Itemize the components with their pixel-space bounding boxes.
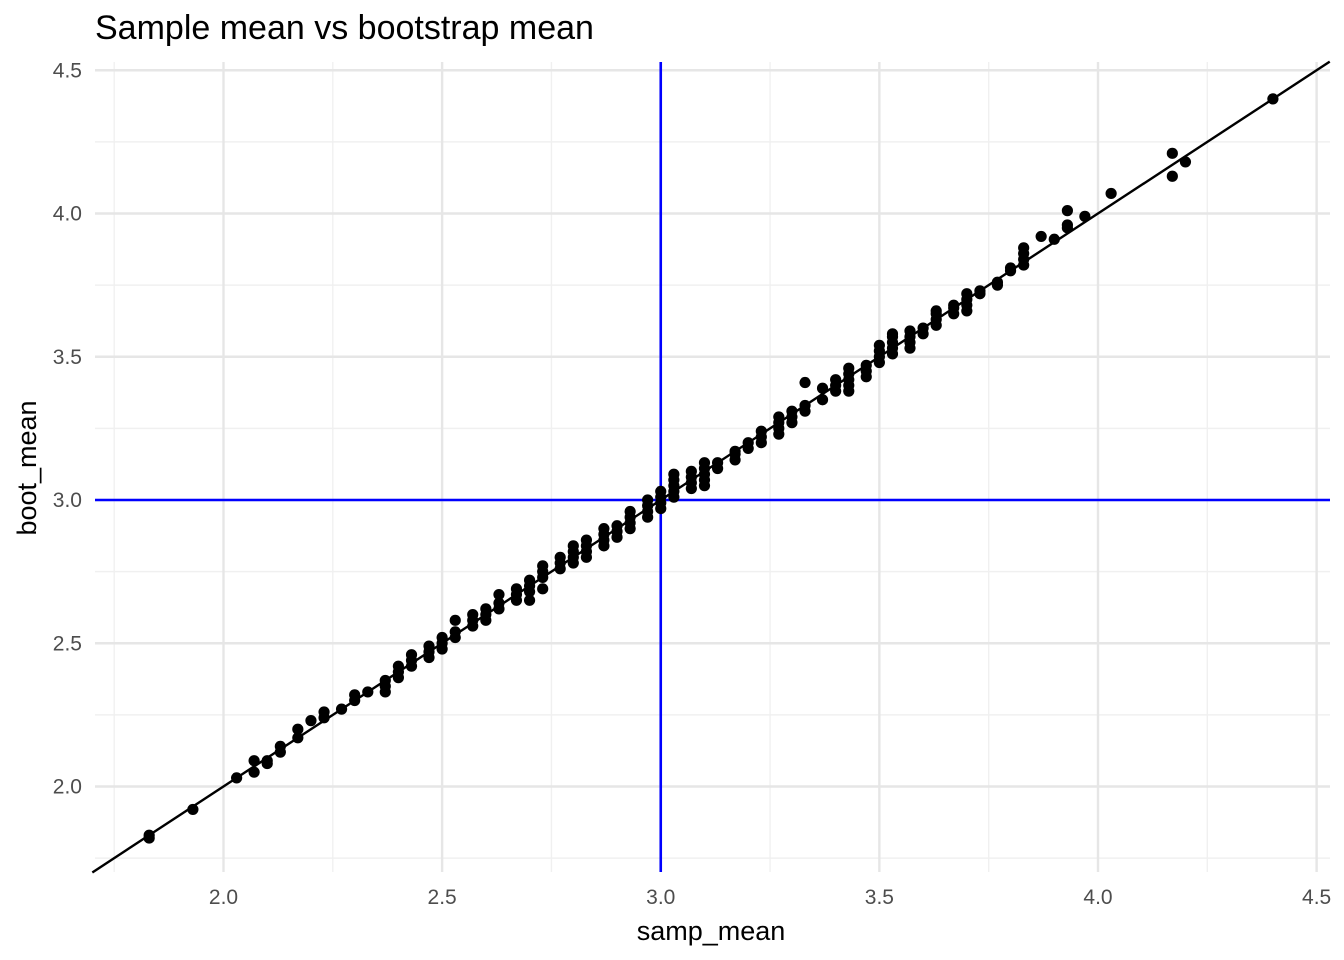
data-point: [292, 723, 304, 735]
minor-gridlines: [95, 62, 1330, 872]
data-point: [598, 523, 610, 535]
data-point: [799, 399, 811, 412]
data-point: [436, 631, 448, 644]
y-tick-label: 3.5: [53, 346, 82, 369]
y-axis-label: boot_mean: [12, 400, 42, 535]
x-tick-label: 2.5: [428, 886, 457, 909]
data-point: [904, 325, 916, 337]
data-point: [274, 740, 286, 752]
data-point: [860, 359, 872, 371]
data-point: [961, 288, 973, 300]
data-point: [261, 755, 273, 767]
data-point: [991, 276, 1004, 288]
major-gridlines: [95, 62, 1330, 872]
data-point: [1018, 242, 1030, 254]
data-point: [248, 755, 260, 767]
data-point: [1267, 93, 1279, 105]
x-tick-labels: 2.0 2.5 3.0 3.5 4.0 4.5: [209, 886, 1331, 909]
x-tick-label: 3.5: [865, 886, 894, 909]
x-tick-label: 3.0: [646, 886, 675, 909]
data-point: [305, 715, 317, 727]
data-point: [917, 322, 929, 334]
data-point: [537, 583, 549, 595]
data-point: [799, 376, 811, 389]
data-point: [642, 494, 654, 506]
data-point: [843, 362, 855, 374]
data-point: [554, 551, 566, 563]
data-point: [423, 640, 435, 652]
y-tick-label: 2.5: [53, 632, 82, 655]
data-point: [655, 485, 667, 498]
x-tick-label: 4.5: [1302, 886, 1331, 909]
y-tick-labels: 2.0 2.5 3.0 3.5 4.0 4.5: [53, 59, 82, 798]
data-point: [510, 583, 523, 595]
data-point: [1035, 230, 1047, 243]
data-point: [974, 285, 986, 297]
data-point: [523, 574, 536, 586]
data-point: [1048, 233, 1060, 245]
reference-lines: [95, 62, 1330, 872]
data-point: [711, 457, 724, 469]
data-point: [362, 686, 374, 698]
data-point: [816, 382, 829, 394]
data-point: [1004, 262, 1017, 274]
data-point: [948, 299, 960, 311]
data-point: [231, 772, 243, 784]
data-point: [449, 614, 461, 626]
data-point: [668, 468, 680, 480]
data-point: [611, 520, 623, 532]
data-point: [248, 766, 260, 778]
data-point: [349, 689, 361, 701]
x-tick-label: 2.0: [209, 886, 238, 909]
data-point: [292, 732, 304, 744]
data-point: [698, 457, 711, 469]
data-points: [143, 93, 1279, 844]
data-point: [773, 411, 785, 423]
data-point: [449, 626, 461, 638]
data-point: [873, 339, 885, 351]
data-point: [379, 674, 391, 687]
data-point: [335, 703, 348, 715]
data-point: [930, 305, 942, 317]
x-axis-label: samp_mean: [637, 916, 786, 946]
data-point: [537, 560, 549, 572]
data-point: [493, 597, 505, 609]
data-point: [523, 594, 536, 606]
data-point: [567, 540, 579, 552]
data-point: [143, 829, 155, 841]
data-point: [786, 405, 798, 417]
y-tick-label: 3.0: [53, 489, 82, 512]
data-point: [729, 445, 741, 457]
data-point: [1179, 156, 1192, 168]
data-point: [1061, 205, 1073, 217]
y-tick-label: 2.0: [53, 776, 82, 799]
data-point: [480, 603, 492, 615]
data-point: [405, 649, 418, 661]
data-point: [685, 465, 697, 477]
data-point: [1105, 187, 1117, 200]
data-point: [1061, 219, 1073, 231]
data-point: [467, 609, 479, 621]
data-point: [816, 394, 829, 406]
data-point: [392, 660, 404, 672]
data-point: [187, 803, 199, 816]
data-point: [318, 706, 330, 718]
data-point: [580, 534, 593, 546]
data-point: [624, 505, 636, 518]
data-point: [755, 425, 767, 437]
data-point: [1166, 147, 1178, 159]
data-point: [493, 588, 505, 601]
chart-title: Sample mean vs bootstrap mean: [95, 9, 594, 47]
y-tick-label: 4.0: [53, 203, 82, 226]
data-point: [830, 374, 842, 386]
data-point: [742, 437, 754, 449]
data-point: [1166, 170, 1178, 182]
data-point: [886, 328, 899, 340]
data-point: [1079, 210, 1091, 222]
x-tick-label: 4.0: [1083, 886, 1112, 909]
y-tick-label: 4.5: [53, 59, 82, 82]
